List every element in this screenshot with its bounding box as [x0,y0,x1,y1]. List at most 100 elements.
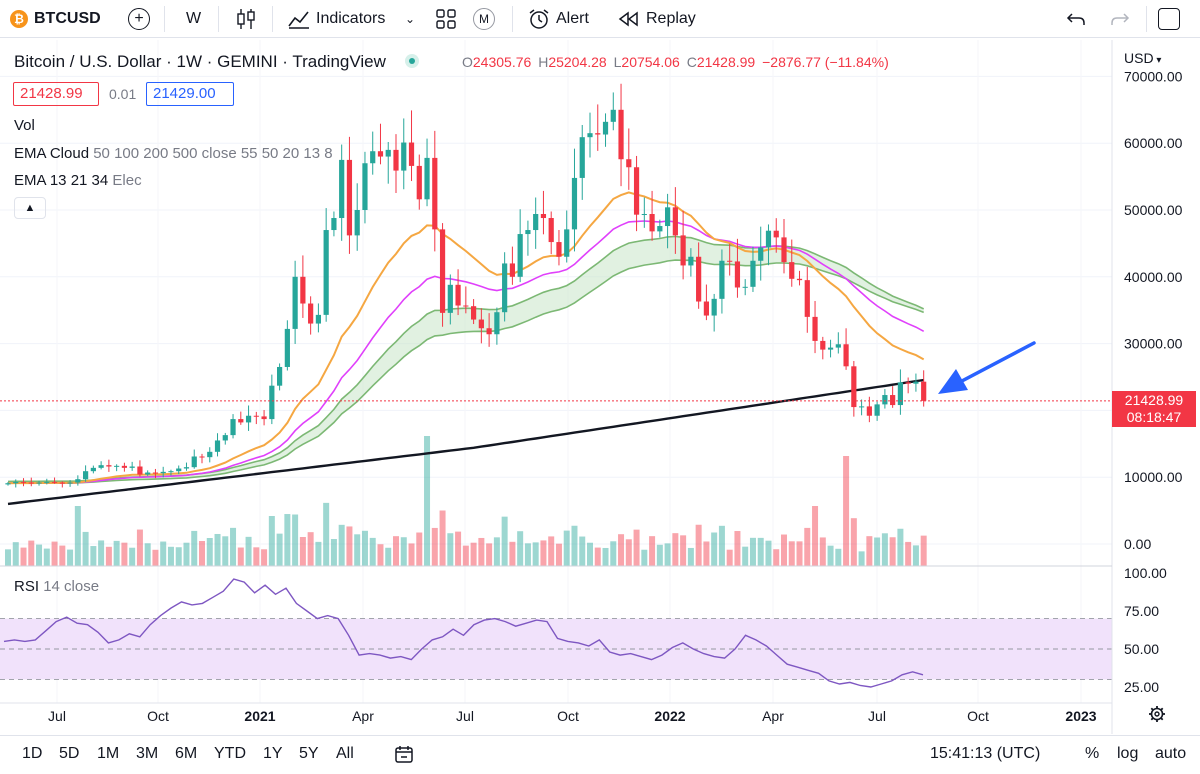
volume-bar [470,542,477,566]
volume-bar [199,541,205,566]
candle-body [308,303,314,324]
candle-body [51,481,58,483]
date-range-button[interactable] [394,744,414,769]
candle-body [377,151,384,157]
candle-body [36,482,42,484]
ema-legend: EMA 13 21 34 Elec [14,172,142,189]
redo-button[interactable] [1110,0,1130,38]
candle-body [781,237,787,263]
volume-bar [136,529,143,566]
rsi-tick-label: 75.00 [1124,603,1159,619]
volume-bar [183,542,190,566]
volume-bar [74,506,81,566]
volume-bar [757,537,764,566]
m-button[interactable]: M [473,0,495,38]
auto-toggle[interactable]: auto [1155,745,1187,762]
volume-bar [439,510,446,566]
range-all[interactable]: All [336,745,354,762]
clock-readout[interactable]: 15:41:13 (UTC) [930,745,1041,762]
volume-bar [276,533,283,566]
ohlc-values: O24305.76 H25204.28 L20754.06 C21428.99 … [462,54,889,70]
candle-body [913,381,919,384]
volume-bar [354,534,361,566]
rsi-plot [3,578,924,688]
interval-button[interactable]: W [186,0,201,38]
chart-type-button[interactable] [236,0,256,38]
price-tick-label: 40000.00 [1124,269,1183,285]
volume-bar [509,541,516,566]
volume-bar [649,536,656,566]
candle-body [13,481,19,484]
candle-body [750,260,756,287]
range-6m[interactable]: 6M [175,745,198,762]
gear-icon[interactable] [1149,706,1165,722]
volume-bar [408,543,415,566]
range-5d[interactable]: 5D [59,745,80,762]
candle-body [905,382,911,384]
fullscreen-button[interactable] [1158,0,1180,38]
candle-body [339,159,345,219]
chevron-up-icon: ▲ [24,202,36,214]
time-tick-label: 2023 [1065,708,1096,724]
bar-countdown: 08:18:47 [1126,409,1182,425]
candle-body [277,366,283,386]
range-1m[interactable]: 1M [97,745,120,762]
sell-price-box[interactable]: 21428.99 [13,82,99,106]
volume-bar [113,540,120,566]
range-1y[interactable]: 1Y [263,745,283,762]
candle-body [90,467,96,472]
candle-body [59,482,65,484]
divider [164,6,165,32]
log-toggle[interactable]: log [1117,745,1139,762]
buy-price-box[interactable]: 21429.00 [146,82,234,106]
candle-body [315,314,321,324]
volume-bar [555,543,562,566]
time-axis: Jul Oct 2021 Apr Jul Oct 2022 Apr Jul Oct 2023 [48,708,1097,724]
volume-bar [245,536,252,566]
replay-button[interactable]: Replay [618,0,696,38]
range-3m[interactable]: 3M [136,745,159,762]
time-tick-label: 2022 [654,708,685,724]
candle-body [114,465,120,467]
symbol-search-button[interactable]: ₿ BTCUSD [10,0,101,38]
volume-bar [493,537,500,566]
candle-body [121,465,127,468]
plus-icon: + [128,8,150,30]
percent-toggle[interactable]: % [1085,745,1100,762]
collapse-legend-button[interactable]: ▲ [14,197,46,219]
range-5y[interactable]: 5Y [299,745,319,762]
compare-button[interactable]: + [128,0,150,38]
range-1d[interactable]: 1D [22,745,43,762]
volume-bar [261,549,268,566]
volume-bar [501,516,508,566]
candle-body [44,481,50,483]
indicators-dropdown[interactable]: ⌄ [405,0,415,38]
candle-body [168,471,174,473]
candle-body [672,207,678,236]
volume-bar [346,526,353,566]
undo-button[interactable] [1066,0,1086,38]
volume-bar [571,525,578,566]
candle-body [734,261,741,288]
candle-body [137,466,143,475]
currency-selector[interactable]: USD ▾ [1124,50,1162,66]
candle-body [129,466,135,468]
layout-button[interactable] [436,0,456,38]
indicators-button[interactable]: Indicators [288,0,385,38]
candle-body [595,133,601,135]
candle-body [804,280,810,317]
volume-bar [361,530,368,566]
candle-body [859,406,865,408]
rsi-axis: 25.00 50.00 75.00 100.00 [1124,565,1167,695]
volume-bar [43,548,50,566]
candle-body [160,471,166,474]
candle-body [789,262,795,279]
spread-value: 0.01 [109,86,137,102]
price-chart[interactable]: 0.0010000.0020000.0030000.0040000.005000… [0,40,1200,734]
volume-bar [167,546,174,566]
candle-body [703,301,709,316]
alert-button[interactable]: Alert [528,0,589,38]
candle-body [727,260,733,262]
range-ytd[interactable]: YTD [214,745,246,762]
candle-body [773,230,779,238]
